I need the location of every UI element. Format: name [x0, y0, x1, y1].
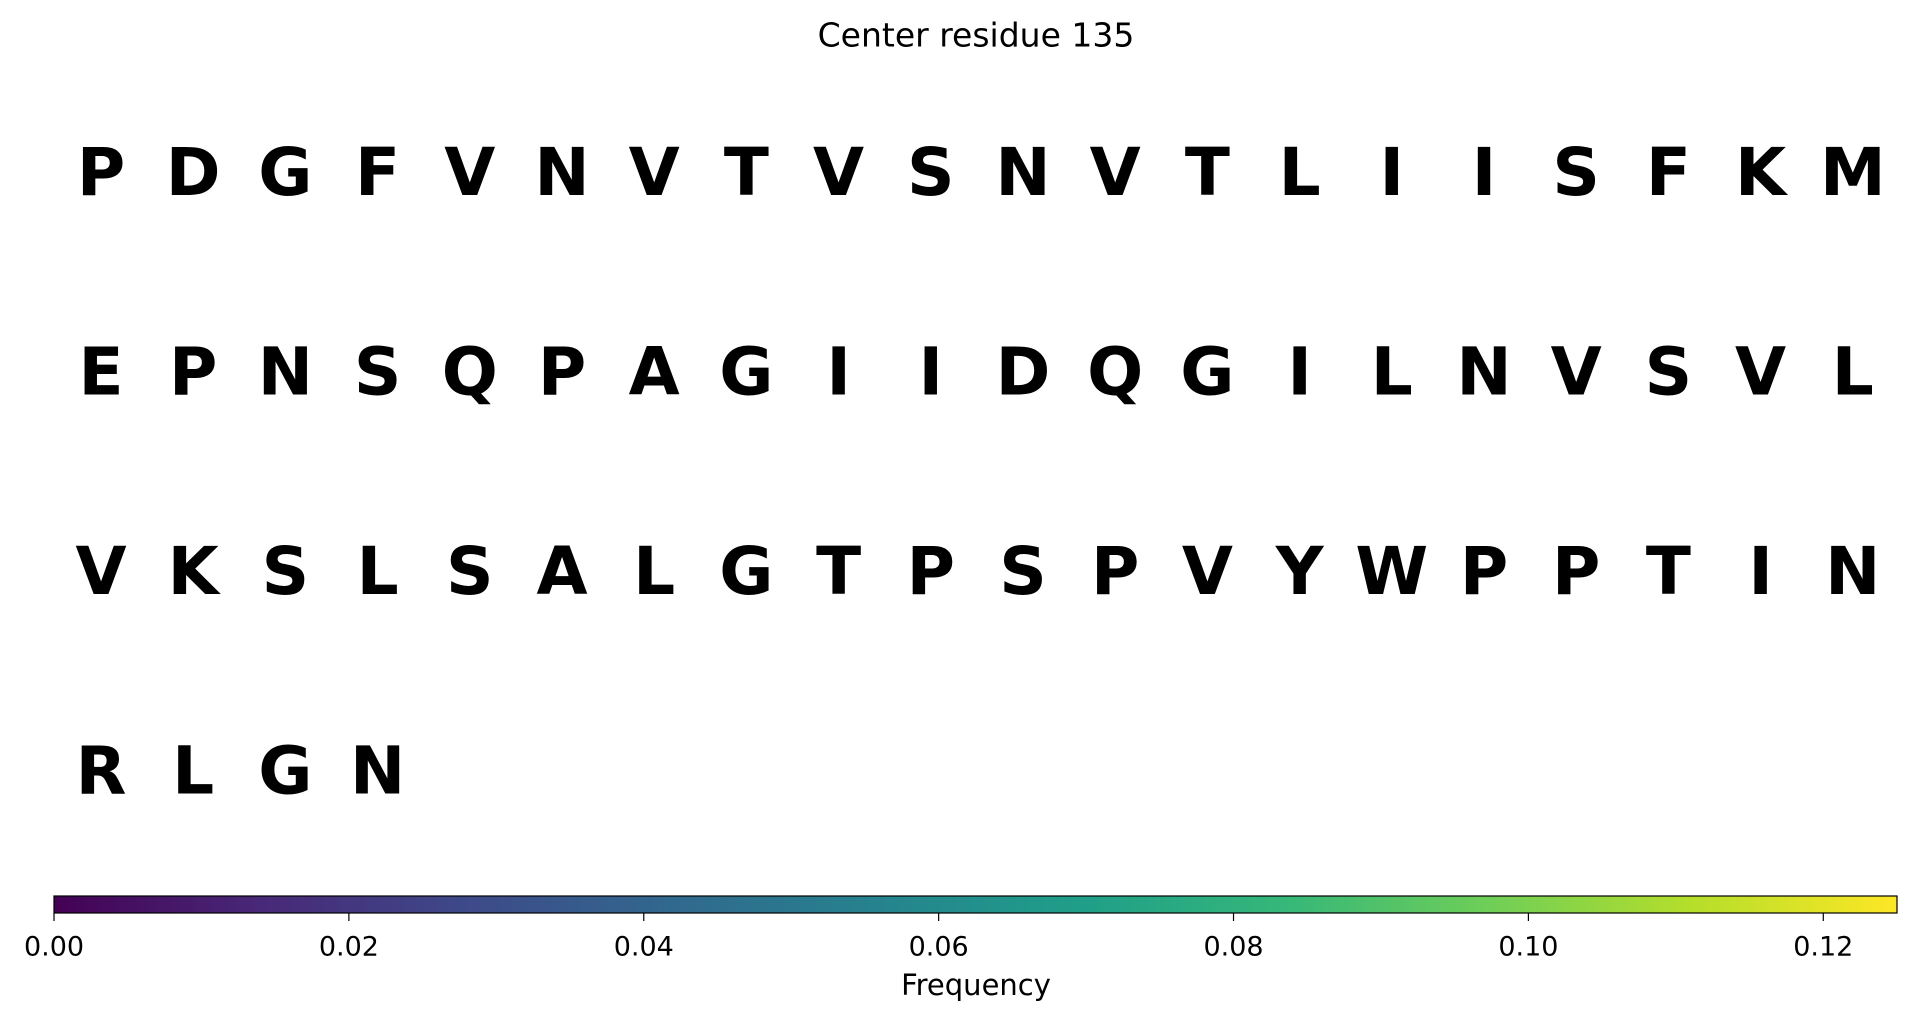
residue-letter: V: [75, 533, 126, 610]
colorbar-tick-label: 0.10: [1498, 932, 1558, 963]
residue-letter: Q: [442, 334, 498, 411]
residue-letter: N: [1825, 533, 1880, 610]
residue-letter: L: [172, 733, 214, 810]
residue-letter: P: [1552, 533, 1600, 610]
residue-letter: V: [1551, 334, 1602, 411]
residue-letter: I: [1380, 134, 1405, 211]
residue-letter: I: [1287, 334, 1312, 411]
residue-letter: P: [907, 533, 955, 610]
residue-letter: K: [1735, 134, 1789, 211]
residue-letter: K: [168, 533, 222, 610]
residue-letter: T: [1646, 533, 1691, 610]
residue-letter: N: [995, 134, 1050, 211]
residue-letter: A: [536, 533, 587, 610]
residue-letter: N: [1456, 334, 1511, 411]
colorbar-tick-label: 0.02: [319, 932, 379, 963]
residue-letter: F: [1646, 134, 1691, 211]
residue-letter: T: [816, 533, 861, 610]
residue-letter: G: [258, 733, 312, 810]
residue-letter: P: [77, 134, 125, 211]
residue-letter: G: [258, 134, 312, 211]
residue-letter: S: [446, 533, 494, 610]
residue-letter: E: [78, 334, 123, 411]
residue-letter: S: [354, 334, 402, 411]
residue-letter: V: [813, 134, 864, 211]
residue-letter: A: [629, 334, 680, 411]
residue-letter: V: [1735, 334, 1786, 411]
colorbar-tick-label: 0.06: [909, 932, 969, 963]
residue-letter: V: [444, 134, 495, 211]
residue-letter: S: [262, 533, 310, 610]
residue-letter: S: [907, 134, 955, 211]
residue-letter: L: [633, 533, 675, 610]
residue-letter: V: [1090, 134, 1141, 211]
residue-letter: N: [258, 334, 313, 411]
residue-letter: M: [1820, 134, 1886, 211]
residue-letter: G: [719, 334, 773, 411]
residue-letter: N: [534, 134, 589, 211]
colorbar-tick-label: 0.04: [614, 932, 674, 963]
residue-letter: I: [1748, 533, 1773, 610]
residue-letter: T: [1185, 134, 1230, 211]
residue-letter: Y: [1275, 533, 1325, 610]
residue-letter: V: [1182, 533, 1233, 610]
residue-letter: P: [538, 334, 586, 411]
colorbar: [53, 895, 1898, 914]
residue-letter: I: [1472, 134, 1497, 211]
residue-letter: L: [1832, 334, 1874, 411]
residue-letter: S: [1552, 134, 1600, 211]
colorbar-tick-label: 0.12: [1793, 932, 1853, 963]
residue-letter: P: [1091, 533, 1139, 610]
residue-letter: I: [826, 334, 851, 411]
residue-letter: G: [719, 533, 773, 610]
residue-letter: L: [1279, 134, 1321, 211]
residue-letter: R: [76, 733, 127, 810]
residue-letter: V: [629, 134, 680, 211]
residue-letter: T: [724, 134, 769, 211]
colorbar-label: Frequency: [901, 968, 1051, 1002]
colorbar-tick-label: 0.08: [1203, 932, 1263, 963]
residue-letter: L: [357, 533, 399, 610]
residue-letter: D: [996, 334, 1051, 411]
chart-title: Center residue 135: [818, 16, 1135, 55]
residue-letter: Q: [1087, 334, 1143, 411]
colorbar-tick-label: 0.00: [24, 932, 84, 963]
residue-letter: G: [1180, 334, 1234, 411]
residue-letter: W: [1355, 533, 1428, 610]
residue-letter: F: [355, 134, 400, 211]
residue-letter: S: [1645, 334, 1693, 411]
residue-letter: S: [999, 533, 1047, 610]
residue-letter: L: [1371, 334, 1413, 411]
residue-letter: D: [166, 134, 221, 211]
residue-letter: I: [919, 334, 944, 411]
residue-letter: P: [1460, 533, 1508, 610]
residue-letter: N: [350, 733, 405, 810]
residue-letter: P: [169, 334, 217, 411]
